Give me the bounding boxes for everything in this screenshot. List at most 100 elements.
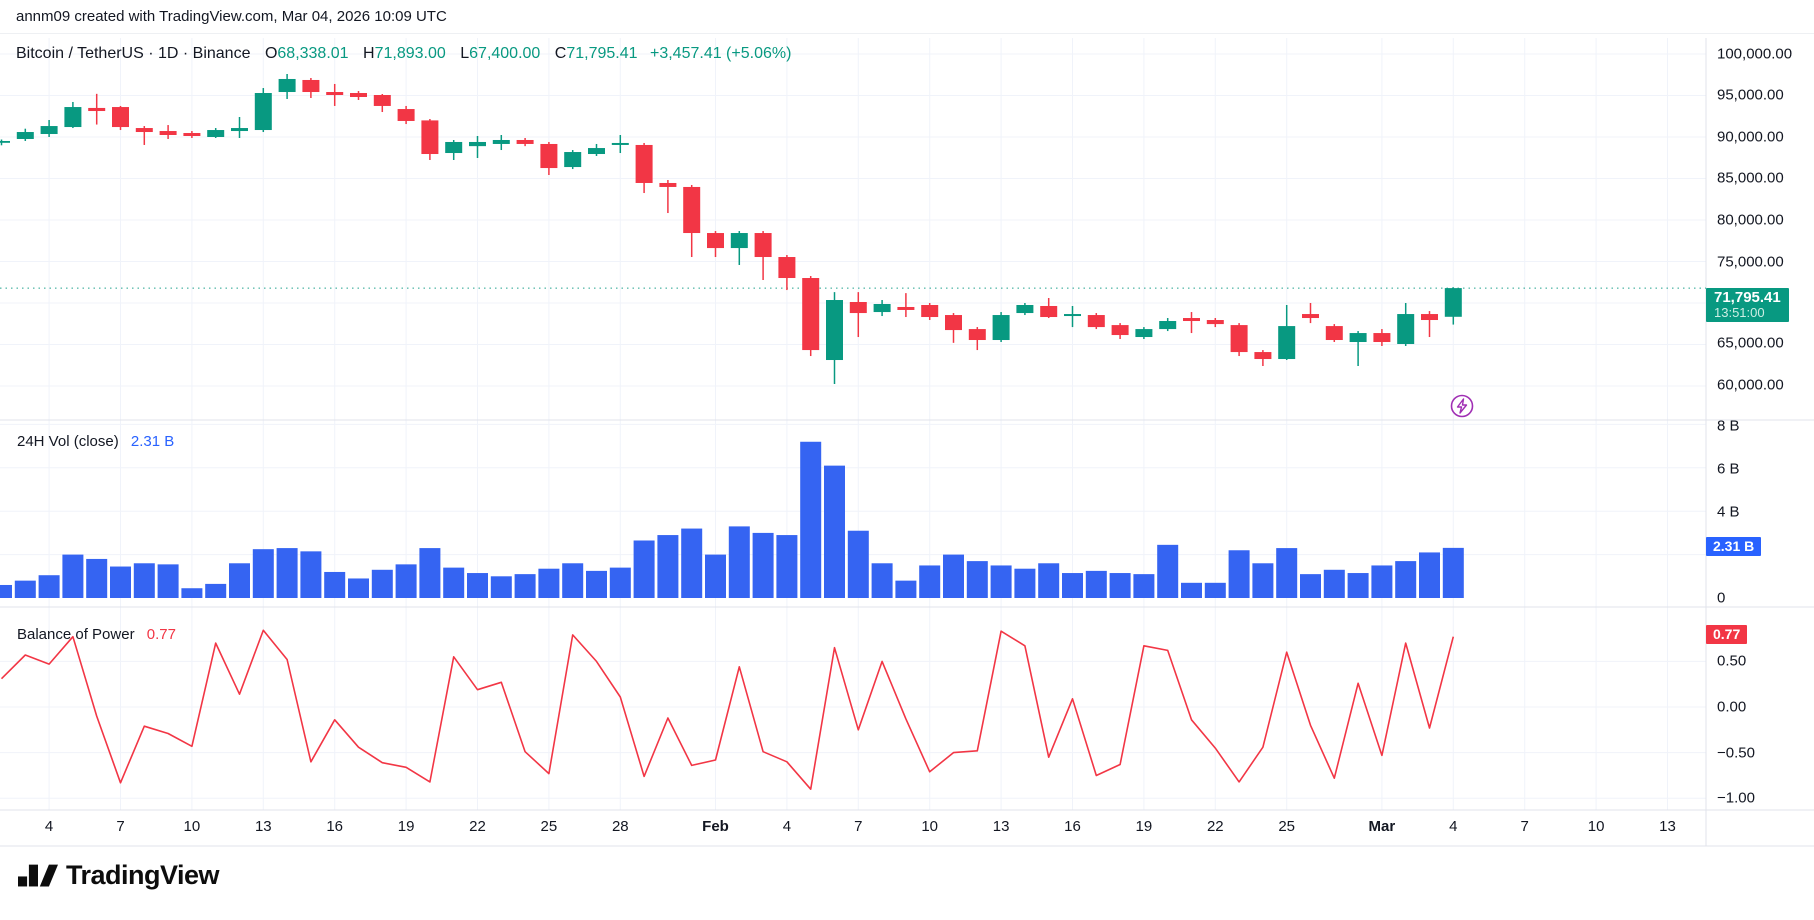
volume-bar[interactable] [1442, 547, 1464, 598]
volume-bar[interactable] [514, 574, 536, 598]
candle[interactable] [611, 135, 629, 154]
volume-bar[interactable] [609, 567, 631, 598]
candle[interactable] [469, 136, 486, 158]
volume-bar[interactable] [1395, 561, 1417, 598]
volume-bar[interactable] [871, 563, 893, 598]
candle[interactable] [112, 105, 129, 131]
volume-bar[interactable] [538, 568, 560, 598]
volume-bar[interactable] [919, 565, 941, 598]
candle[interactable] [1016, 303, 1034, 316]
volume-bar[interactable] [181, 588, 203, 598]
candle[interactable] [992, 312, 1010, 343]
volume-bar[interactable] [728, 526, 750, 598]
candle[interactable] [16, 128, 34, 141]
volume-bar[interactable] [681, 528, 703, 598]
candle[interactable] [754, 231, 772, 281]
volume-bar[interactable] [229, 563, 250, 598]
tradingview-logo[interactable]: TradingView [18, 860, 220, 891]
candle[interactable] [683, 184, 701, 258]
candle[interactable] [492, 135, 510, 151]
candle[interactable] [159, 125, 177, 139]
candle[interactable] [588, 143, 605, 157]
candle[interactable] [1421, 311, 1438, 338]
volume-bar[interactable] [1062, 573, 1083, 598]
candle[interactable] [945, 313, 962, 343]
candle[interactable] [921, 303, 939, 321]
volume-bar[interactable] [86, 558, 108, 598]
volume-bar[interactable] [1371, 565, 1393, 598]
volume-bar[interactable] [966, 561, 988, 598]
candle[interactable] [1159, 318, 1177, 332]
candle[interactable] [302, 77, 320, 98]
volume-bar[interactable] [133, 563, 155, 598]
volume-bar[interactable] [252, 549, 274, 598]
symbol-title[interactable]: Bitcoin / TetherUS · 1D · Binance [16, 45, 251, 62]
candle[interactable] [1040, 298, 1058, 319]
candle[interactable] [88, 93, 106, 125]
candle[interactable] [1254, 350, 1272, 366]
candle[interactable] [778, 255, 796, 291]
volume-bar[interactable] [1181, 582, 1202, 598]
volume-bar[interactable] [657, 535, 679, 598]
candle[interactable] [564, 150, 582, 170]
lightning-marker-icon[interactable] [1450, 394, 1474, 418]
volume-bar[interactable] [467, 573, 488, 598]
candle[interactable] [373, 94, 391, 113]
volume-bar[interactable] [990, 565, 1012, 598]
volume-bar[interactable] [1085, 570, 1107, 598]
volume-bar[interactable] [847, 530, 869, 598]
candle[interactable] [1373, 329, 1391, 346]
volume-bar[interactable] [1300, 574, 1321, 598]
candle[interactable] [635, 142, 653, 194]
volume-bar[interactable] [1252, 563, 1274, 598]
candle[interactable] [421, 118, 439, 160]
volume-bar[interactable] [562, 563, 584, 598]
volume-bar[interactable] [1133, 574, 1155, 598]
volume-bar[interactable] [776, 535, 798, 598]
candle[interactable] [207, 128, 225, 138]
candle[interactable] [540, 141, 558, 176]
volume-bar[interactable] [371, 569, 393, 598]
volume-bar[interactable] [419, 548, 441, 598]
volume-bar[interactable] [824, 465, 845, 598]
volume-bar[interactable] [443, 567, 465, 598]
volume-bar[interactable] [1157, 544, 1179, 598]
volume-bar[interactable] [705, 554, 726, 598]
price-axis[interactable]: 100,000.00 95,000.00 90,000.00 85,000.00 80,… [1706, 0, 1814, 920]
candle[interactable] [135, 126, 153, 145]
candle[interactable] [183, 131, 201, 138]
volume-bar[interactable] [205, 583, 227, 598]
volume-bar[interactable] [1038, 563, 1060, 598]
candle[interactable] [445, 139, 463, 160]
volume-bar[interactable] [1014, 568, 1036, 598]
candle[interactable] [326, 83, 344, 106]
volume-bar[interactable] [943, 554, 964, 598]
candle[interactable] [0, 139, 10, 146]
symbol-ohlc-bar[interactable]: Bitcoin / TetherUS · 1D · Binance O68,33… [16, 45, 791, 63]
candle[interactable] [254, 88, 272, 133]
volume-bar[interactable] [1347, 573, 1369, 598]
candle[interactable] [1230, 323, 1248, 357]
candle[interactable] [802, 276, 820, 357]
candle[interactable] [897, 293, 915, 318]
candle[interactable] [873, 300, 891, 317]
volume-bar[interactable] [1419, 552, 1440, 598]
candle[interactable] [1183, 312, 1200, 334]
volume-bar[interactable] [395, 564, 417, 598]
volume-bar[interactable] [62, 554, 84, 598]
volume-bar[interactable] [276, 548, 298, 598]
candle[interactable] [1349, 331, 1367, 366]
volume-bar[interactable] [14, 580, 36, 598]
candle[interactable] [350, 91, 367, 100]
volume-bar[interactable] [110, 566, 131, 598]
candle[interactable] [968, 327, 986, 351]
candle[interactable] [730, 231, 748, 265]
candle[interactable] [826, 292, 843, 385]
volume-bar[interactable] [348, 578, 369, 598]
volume-pane-legend[interactable]: 24H Vol (close) 2.31 B [17, 433, 174, 450]
candle[interactable] [1111, 323, 1129, 340]
volume-bar[interactable] [633, 540, 655, 598]
candle[interactable] [1206, 318, 1224, 328]
candle[interactable] [40, 119, 58, 137]
